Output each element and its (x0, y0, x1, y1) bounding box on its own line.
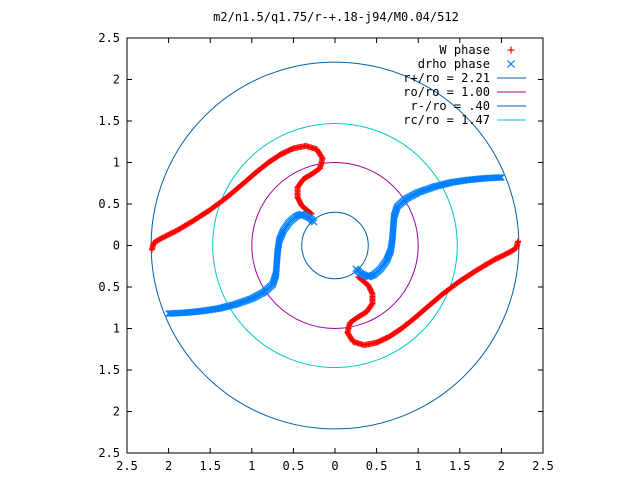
legend-label-2: r+/ro = 2.21 (403, 71, 490, 85)
circle-3 (212, 122, 458, 369)
x-tick-label: 0.5 (283, 459, 305, 473)
y-tick-label: 2.5 (98, 31, 120, 45)
x-tick-label: 1 (415, 459, 422, 473)
legend-marker-0 (507, 46, 515, 54)
y-tick-label: 2 (113, 73, 120, 87)
y-tick-label: 0.5 (98, 197, 120, 211)
y-tick-label: 1.5 (98, 114, 120, 128)
x-tick-label: 1.5 (199, 459, 221, 473)
y-tick-label: 0 (113, 239, 120, 253)
axis-ticks: 2.5 2 1.5 1 0.5 0 0.5 1 1.5 2 2.52.521.510.500.511… (98, 31, 554, 473)
x-tick-label: 1.5 (449, 459, 471, 473)
circle-2 (301, 211, 369, 280)
legend-label-0: W phase (439, 43, 490, 57)
legend-marker-1 (507, 60, 515, 68)
legend-label-1: drho phase (418, 57, 490, 71)
x-tick-label: 0.5 (366, 459, 388, 473)
x-tick-label: 1 (248, 459, 255, 473)
circle-1 (251, 162, 419, 329)
series-0-arm-0-point-176 (295, 183, 302, 190)
y-tick-label: 1.5 (98, 363, 120, 377)
y-tick-label: 2 (113, 405, 120, 419)
x-tick-label: 2 (165, 459, 172, 473)
legend-label-3: ro/ro = 1.00 (403, 85, 490, 99)
series-0-arm-1-point-176 (368, 301, 375, 308)
x-tick-label: 2 (498, 459, 505, 473)
legend-label-5: rc/ro = 1.47 (403, 113, 490, 127)
y-tick-label: 1 (113, 156, 120, 170)
chart-title: m2/n1.5/q1.75/r-+.18-j94/M0.04/512 (213, 10, 459, 24)
y-tick-label: 1 (113, 322, 120, 336)
x-tick-label: 2.5 (532, 459, 554, 473)
x-tick-label: 2.5 (116, 459, 138, 473)
y-tick-label: 0.5 (98, 280, 120, 294)
y-tick-label: 2.5 (98, 446, 120, 460)
legend-label-4: r-/ro = .40 (411, 99, 490, 113)
series-1-arm-1-point-147 (310, 218, 318, 226)
series-1-arm-0-point-147 (352, 265, 360, 273)
phase-series (148, 142, 522, 349)
x-tick-label: 0 (331, 459, 338, 473)
